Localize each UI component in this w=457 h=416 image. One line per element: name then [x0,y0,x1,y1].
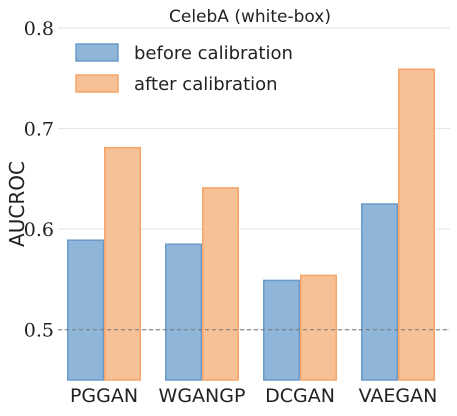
y-tick-label: 0.7 [24,119,54,141]
tick-layer: 0.5 0.6 0.7 0.8 PGGAN WGANGP DCGAN VAEGAN [24,18,438,407]
legend-swatch [75,43,119,62]
bar-vaegan-after [398,68,435,381]
y-tick-label: 0.8 [24,18,54,40]
legend-label: before calibration [134,43,293,64]
bar-wgangp-before [165,243,202,381]
legend-label: after calibration [134,74,278,95]
bar-dcgan-before [263,279,300,381]
legend-swatch [75,74,119,93]
x-tick-label: WGANGP [159,385,246,407]
x-tick-label: VAEGAN [359,385,438,407]
y-tick-label: 0.6 [24,219,54,241]
y-axis-label: AUCROC [5,161,29,247]
bar-pggan-before [67,239,104,381]
bar-layer [67,68,435,381]
bar-wgangp-after [202,187,239,381]
y-tick-label: 0.5 [24,320,54,342]
x-tick-label: DCGAN [265,385,335,407]
bar-vaegan-before [361,203,398,381]
chart-title: CelebA (white-box) [169,7,331,27]
legend: before calibration after calibration [75,43,293,95]
bar-pggan-after [104,146,141,381]
bar-dcgan-after [300,274,337,381]
x-tick-label: PGGAN [70,385,138,407]
